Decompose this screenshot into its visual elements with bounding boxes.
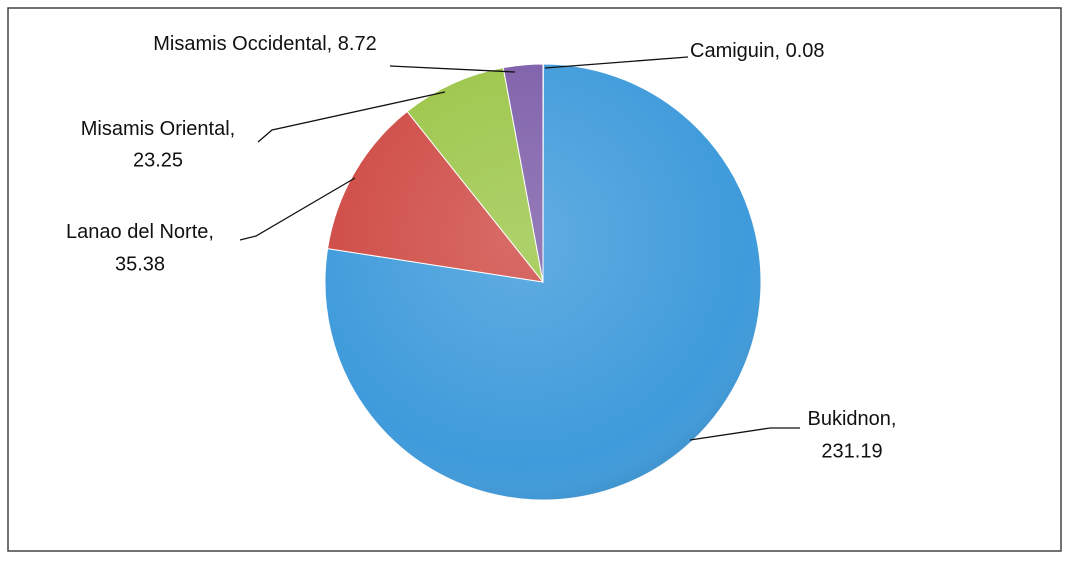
label-name: Lanao del Norte [66,221,208,243]
leader-line [544,56,689,69]
leader-line [257,91,446,143]
data-label-value: 35.38 [115,253,165,275]
data-label: Lanao del Norte, [66,221,214,243]
label-name: Bukidnon [808,408,891,430]
label-separator: , [208,221,214,243]
pie [324,63,762,501]
label-separator: , [327,33,333,55]
data-label: Misamis Occidental, 8.72 [153,33,376,55]
data-label: Misamis Oriental, [81,118,235,140]
label-name: Misamis Occidental [153,33,326,55]
label-separator: , [774,40,780,62]
label-separator: , [891,408,897,430]
leader-line [689,427,800,441]
data-label-value: 23.25 [133,149,183,171]
data-label: Bukidnon, [808,408,897,430]
data-label-value: 231.19 [821,440,882,462]
label-value: 8.72 [338,33,377,55]
label-name: Misamis Oriental [81,118,230,140]
data-labels: Camiguin, 0.08 Bukidnon, 231.19 Lanao del N… [66,33,896,462]
label-name: Camiguin [690,40,774,62]
label-separator: , [230,118,236,140]
leader-line [239,177,356,241]
leader-line [389,65,516,73]
label-value: 0.08 [786,40,825,62]
data-label: Camiguin, 0.08 [690,40,825,62]
